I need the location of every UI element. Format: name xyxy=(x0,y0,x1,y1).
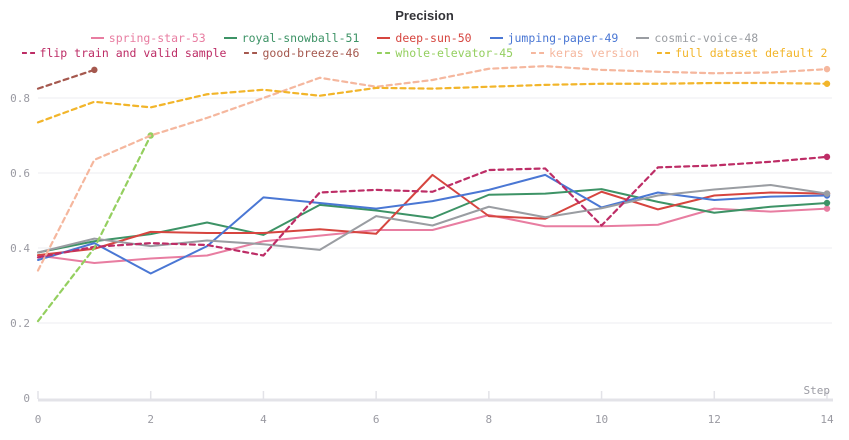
legend-label: deep-sun-50 xyxy=(395,31,472,45)
legend-item-deep-sun-50[interactable]: deep-sun-50 xyxy=(377,31,472,45)
series-end-dot-flip-train-and-valid-sample xyxy=(823,153,831,161)
chart-legend: spring-star-53 royal-snowball-51 deep-sun-… xyxy=(0,31,849,60)
series-line-flip-train-and-valid-sample xyxy=(36,155,829,259)
legend-swatch xyxy=(244,52,258,54)
series-line-spring-star-53 xyxy=(37,207,828,264)
x-axis-label: Step xyxy=(803,384,831,397)
legend-swatch xyxy=(90,37,104,39)
x-tick-label: 0 xyxy=(35,413,42,426)
x-tick-label: 10 xyxy=(595,413,608,426)
x-tick-label: 8 xyxy=(486,413,493,426)
legend-label: cosmic-voice-48 xyxy=(654,31,759,45)
x-tick-label: 6 xyxy=(373,413,380,426)
y-tick-label: 0.4 xyxy=(10,242,30,255)
series-line-deep-sun-50 xyxy=(37,173,828,257)
series-end-dot-full-dataset-default-2 xyxy=(823,80,831,87)
x-tick-label: 12 xyxy=(708,413,721,426)
series-line-cosmic-voice-48 xyxy=(37,184,828,254)
x-tick-label: 4 xyxy=(260,413,267,426)
legend-label: royal-snowball-51 xyxy=(241,31,360,45)
series-line-good-breeze-46 xyxy=(36,68,96,90)
legend-label: flip train and valid sample xyxy=(39,46,227,60)
legend-label: spring-star-53 xyxy=(108,31,206,45)
legend-item-royal-snowball-51[interactable]: royal-snowball-51 xyxy=(223,31,360,45)
series-end-dot-cosmic-voice-48 xyxy=(823,190,831,197)
series-end-dot-keras-version xyxy=(823,65,831,73)
legend-label: jumping-paper-49 xyxy=(507,31,619,45)
legend-swatch xyxy=(489,37,503,39)
series-line-full-dataset-default-2 xyxy=(36,81,829,124)
legend-swatch xyxy=(657,52,671,54)
legend-item-flip-train-and-valid-sample[interactable]: flip train and valid sample xyxy=(21,46,227,60)
legend-item-cosmic-voice-48[interactable]: cosmic-voice-48 xyxy=(636,31,758,45)
series-end-dot-spring-star-53 xyxy=(823,205,831,212)
x-tick-label: 14 xyxy=(820,413,834,426)
legend-label: good-breeze-46 xyxy=(262,46,360,60)
y-tick-label: 0.2 xyxy=(10,317,30,330)
series-line-whole-elevator-45 xyxy=(36,134,152,323)
x-tick-label: 2 xyxy=(147,413,154,426)
legend-swatch xyxy=(531,52,545,54)
y-tick-label: 0 xyxy=(23,392,30,405)
legend-item-whole-elevator-45[interactable]: whole-elevator-45 xyxy=(377,46,513,60)
legend-swatch xyxy=(223,37,237,39)
chart-title: Precision xyxy=(395,8,454,23)
legend-item-spring-star-53[interactable]: spring-star-53 xyxy=(90,31,206,45)
series-line-keras-version xyxy=(36,65,829,272)
series-end-dot-royal-snowball-51 xyxy=(823,199,831,207)
legend-swatch xyxy=(377,52,391,54)
legend-label: keras version xyxy=(549,46,640,60)
legend-swatch xyxy=(636,37,650,39)
series-end-dot-good-breeze-46 xyxy=(91,66,98,74)
legend-swatch xyxy=(21,52,35,54)
legend-label: full dataset default 2 xyxy=(675,46,828,60)
y-tick-label: 0.6 xyxy=(10,167,30,180)
series-line-jumping-paper-49 xyxy=(37,173,828,275)
series-line-royal-snowball-51 xyxy=(37,188,828,254)
legend-label: whole-elevator-45 xyxy=(395,46,514,60)
legend-item-good-breeze-46[interactable]: good-breeze-46 xyxy=(244,46,359,60)
legend-item-full-dataset-default-2[interactable]: full dataset default 2 xyxy=(657,46,827,60)
legend-swatch xyxy=(377,37,391,39)
legend-item-keras-version[interactable]: keras version xyxy=(531,46,639,60)
legend-item-jumping-paper-49[interactable]: jumping-paper-49 xyxy=(489,31,619,45)
y-tick-label: 0.8 xyxy=(10,92,30,105)
